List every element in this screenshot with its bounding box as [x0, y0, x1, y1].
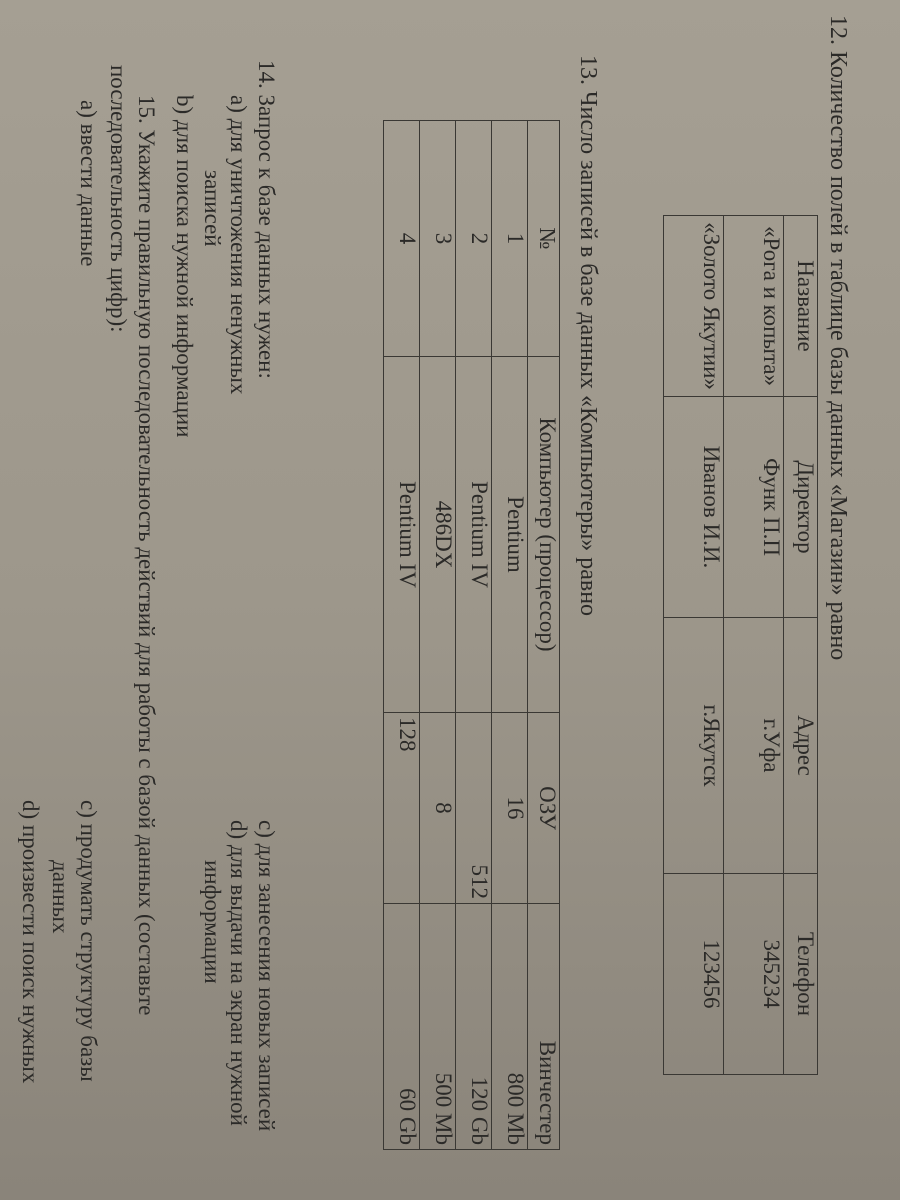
cell: г.Уфа — [723, 617, 784, 874]
cell: 800 Mb — [491, 903, 528, 1150]
cell: 4 — [383, 120, 420, 357]
option-a: a) ввести данные — [76, 100, 101, 267]
header-cell: № — [527, 120, 560, 357]
cell: 120 Gb — [455, 903, 492, 1150]
shop-table: Название Директор Адрес Телефон «Рога и … — [663, 215, 818, 1075]
cell: «Рога и копыта» — [723, 215, 784, 397]
header-cell: Директор — [783, 396, 818, 618]
question-15-title: 15. Укажите правильную последовательност… — [134, 95, 159, 1016]
cell: Pentium — [491, 356, 528, 713]
option-d: d) произвести поиск нужных — [18, 800, 43, 1084]
header-cell: Название — [783, 215, 818, 397]
question-14-title: 14. Запрос к базе данных нужен: — [254, 60, 279, 379]
header-cell: Винчестер — [527, 903, 560, 1150]
header-cell: Компьютер (процессор) — [527, 356, 560, 713]
option-a-cont: записей — [200, 170, 225, 247]
cell: 345234 — [723, 873, 784, 1075]
option-b: b) для поиска нужной информации — [172, 95, 197, 438]
cell: 8 — [419, 712, 456, 904]
cell: 60 Gb — [383, 903, 420, 1150]
cell: 500 Mb — [419, 903, 456, 1150]
cell: г.Якутск — [663, 617, 724, 874]
header-cell: ОЗУ — [527, 712, 560, 904]
cell: 123456 — [663, 873, 724, 1075]
option-c-cont: данных — [48, 860, 73, 934]
cell: Иванов И.И. — [663, 396, 724, 618]
cell: 486DX — [419, 356, 456, 713]
cell: 2 — [455, 120, 492, 357]
option-a: a) для уничтожения ненужных — [226, 95, 251, 395]
cell: Pentium IV — [455, 356, 492, 713]
option-c: c) для занесения новых записей — [254, 820, 279, 1132]
cell: Функ П.П — [723, 396, 784, 618]
header-cell: Адрес — [783, 617, 818, 874]
question-13-title: 13. Число записей в базе данных «Компьют… — [575, 55, 601, 617]
cell: 3 — [419, 120, 456, 357]
option-d-cont: информации — [200, 860, 225, 984]
cell: 128 — [383, 712, 420, 904]
cell: «Золото Якутии» — [663, 215, 724, 397]
question-15-title-cont: последовательность цифр): — [106, 65, 131, 333]
question-12-title: 12. Количество полей в таблице базы данн… — [825, 15, 851, 661]
header-cell: Телефон — [783, 873, 818, 1075]
option-d: d) для выдачи на экран нужной — [226, 820, 251, 1126]
cell: 16 — [491, 712, 528, 904]
option-c: c) продумать структуру базы — [76, 800, 101, 1082]
cell: Pentium IV — [383, 356, 420, 713]
cell: 512 — [455, 712, 492, 904]
cell: 1 — [491, 120, 528, 357]
